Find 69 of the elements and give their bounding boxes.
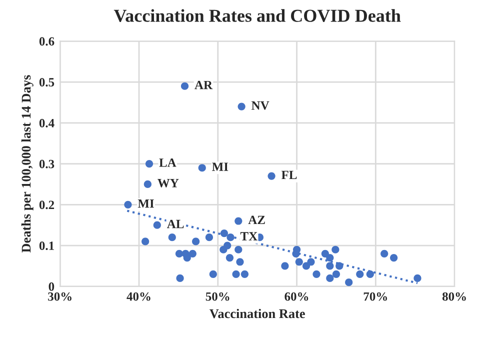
point <box>198 164 206 172</box>
y-tick-label: 0.3 <box>39 160 54 168</box>
annotation: LA <box>159 158 176 167</box>
point <box>209 270 217 278</box>
point <box>145 160 154 168</box>
annotation: AL <box>167 220 184 228</box>
point <box>205 234 214 242</box>
point <box>234 246 242 254</box>
y-tick-label: 0.1 <box>39 242 54 250</box>
x-tick-label: 60% <box>284 292 308 301</box>
x-tick-label: 70% <box>364 292 387 301</box>
x-tick-label: 30% <box>48 292 72 301</box>
y-tick-label: 0.2 <box>39 200 54 210</box>
chart-title: Vaccination Rates and COVID Death <box>114 9 401 22</box>
annotation: MI <box>212 162 228 171</box>
point <box>380 250 388 258</box>
point <box>326 274 334 282</box>
point <box>332 270 340 278</box>
point <box>176 274 184 282</box>
point <box>281 262 289 270</box>
point <box>307 258 315 266</box>
point <box>312 270 320 278</box>
point <box>232 270 240 278</box>
point <box>168 234 176 242</box>
point <box>345 278 353 286</box>
point <box>240 270 249 278</box>
annotation: AZ <box>248 216 265 224</box>
point <box>268 172 276 180</box>
y-tick-label: 0.6 <box>39 37 54 46</box>
x-tick-label: 40% <box>126 292 150 301</box>
point <box>326 254 334 262</box>
y-tick-label: 0.4 <box>39 118 54 128</box>
y-tick-label: 0.5 <box>39 78 54 87</box>
point <box>188 250 196 258</box>
x-tick-label: 80% <box>442 292 466 301</box>
annotation: MI <box>138 199 154 208</box>
annotation: FL <box>281 170 297 180</box>
point <box>332 246 340 254</box>
point <box>175 250 184 258</box>
point <box>390 254 398 262</box>
point <box>234 217 242 225</box>
point <box>226 234 234 242</box>
point <box>180 82 189 90</box>
point <box>336 262 344 270</box>
point <box>326 262 334 270</box>
point <box>236 258 244 266</box>
point <box>220 229 228 238</box>
x-axis-title: Vaccination Rate <box>210 308 305 318</box>
point <box>238 102 246 110</box>
point <box>226 254 234 262</box>
point <box>142 238 150 246</box>
annotation: NV <box>252 101 270 110</box>
y-tick-label: 0 <box>48 282 54 291</box>
point <box>366 270 374 278</box>
x-tick-label: 50% <box>206 292 230 301</box>
y-axis-title: Deaths per 100,000 last 14 Days <box>21 75 34 252</box>
point <box>295 258 303 266</box>
annotation: AR <box>194 80 213 90</box>
point <box>144 180 152 188</box>
point <box>321 250 329 258</box>
point <box>414 274 422 282</box>
point <box>302 262 310 270</box>
annotation: TX <box>240 232 258 240</box>
point <box>356 270 364 278</box>
annotation: WY <box>158 179 179 188</box>
point <box>192 238 200 246</box>
point <box>124 200 132 208</box>
point <box>153 221 161 229</box>
point <box>224 242 232 250</box>
